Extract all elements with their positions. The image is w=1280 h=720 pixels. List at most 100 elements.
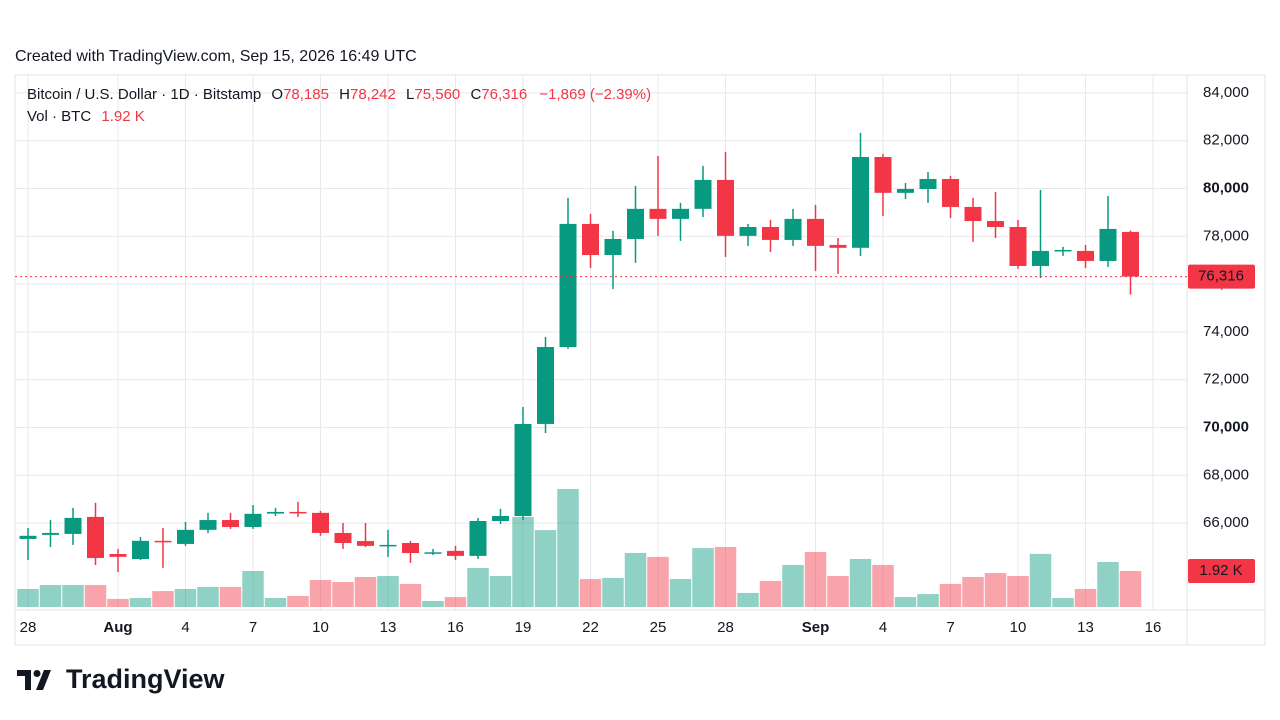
- x-tick-label: 10: [1010, 619, 1027, 636]
- volume-bar: [1052, 597, 1074, 607]
- volume-bar: [557, 488, 579, 607]
- volume-bar: [872, 564, 894, 607]
- y-tick-label: 68,000: [1203, 466, 1249, 483]
- volume-bar: [377, 576, 399, 607]
- logo-t: [17, 670, 31, 690]
- candle-body: [964, 206, 982, 222]
- volume-bar: [489, 576, 512, 607]
- volume-bar: [782, 564, 804, 607]
- volume-bar: [647, 556, 669, 607]
- h-label: H: [339, 86, 350, 103]
- x-tick-label: 19: [515, 619, 532, 636]
- volume-bar: [849, 558, 872, 607]
- y-tick-label: 72,000: [1203, 371, 1249, 388]
- volume-bar: [287, 595, 309, 607]
- volume-bar: [759, 580, 782, 607]
- volume-bar: [1097, 561, 1119, 607]
- y-tick-label: 80,000: [1203, 180, 1249, 197]
- candle-body: [1099, 228, 1117, 261]
- price-label: 76,316: [1198, 268, 1244, 285]
- brand: TradingView: [66, 664, 226, 694]
- volume-bar: [827, 576, 849, 607]
- y-tick-label: 70,000: [1203, 419, 1249, 436]
- x-tick-label: 4: [181, 619, 189, 636]
- x-tick-label: 13: [380, 619, 397, 636]
- volume-bar: [804, 552, 827, 607]
- candle-body: [919, 178, 937, 190]
- candle-body: [402, 542, 419, 554]
- volume-bar: [1007, 576, 1029, 607]
- volume-bar: [467, 567, 489, 607]
- volume-bar: [624, 552, 647, 607]
- candle-body: [199, 520, 217, 530]
- volume-bar: [129, 597, 152, 607]
- candle-body: [42, 532, 59, 535]
- candle-body: [897, 189, 914, 193]
- candle-body: [672, 208, 689, 219]
- volume-bar: [242, 570, 264, 607]
- volume-bar: [309, 579, 332, 607]
- candle-body: [582, 223, 599, 255]
- x-tick-label: Sep: [802, 619, 830, 636]
- volume-bar: [602, 577, 624, 607]
- x-tick-label: 16: [447, 619, 464, 636]
- candle-body: [829, 244, 847, 248]
- volume-bar: [939, 583, 962, 607]
- open-value: 78,185: [283, 86, 329, 103]
- volume-label-box: [1188, 558, 1255, 583]
- volume-bar: [39, 585, 62, 607]
- volume-bar: [714, 546, 737, 607]
- volume-legend: Vol · BTC 1.92 K: [27, 108, 145, 125]
- logo-slash: [36, 670, 51, 690]
- candle-body: [1009, 227, 1027, 266]
- y-tick-label: 82,000: [1203, 132, 1249, 149]
- volume-bar: [534, 530, 557, 607]
- candle-body: [762, 227, 779, 240]
- volume-bar: [152, 591, 174, 607]
- volume-bar: [107, 598, 129, 607]
- candle-body: [514, 423, 532, 516]
- volume-bar: [264, 597, 287, 607]
- change: −1,869 (−2.39%): [539, 86, 651, 103]
- candle-body: [289, 511, 307, 514]
- candle-body: [154, 540, 172, 543]
- legend: Bitcoin / U.S. Dollar · 1D · Bitstamp O7…: [27, 86, 651, 103]
- volume-bar: [174, 588, 197, 607]
- x-tick-label: 10: [312, 619, 329, 636]
- volume-bar: [422, 600, 444, 607]
- volume-bar: [669, 579, 692, 607]
- candle-body: [537, 346, 554, 424]
- candle-body: [334, 532, 352, 543]
- volume-last: 1.92 K: [101, 108, 144, 125]
- candle-body: [132, 540, 149, 560]
- price-label-box: [1188, 264, 1255, 289]
- candle-body: [807, 218, 824, 246]
- logo-dot: [33, 670, 41, 677]
- candle-body: [109, 553, 127, 557]
- candle-body: [424, 552, 442, 554]
- volume-bar: [84, 585, 107, 607]
- volume-bar: [1119, 570, 1142, 607]
- volume-bar: [917, 594, 939, 607]
- candle-body: [222, 520, 239, 527]
- y-tick-label: 78,000: [1203, 227, 1249, 244]
- volume-bar: [737, 592, 759, 607]
- x-tick-label: 4: [879, 619, 887, 636]
- volume-bar: [17, 588, 39, 607]
- volume-pane: [17, 488, 1142, 607]
- volume-bar: [399, 583, 422, 607]
- x-tick-label: 22: [582, 619, 599, 636]
- volume-bar: [692, 548, 714, 607]
- candle-body: [19, 535, 37, 539]
- candle-body: [874, 156, 892, 193]
- volume-bar: [984, 573, 1007, 607]
- volume-bar: [332, 582, 354, 607]
- low-value: 75,560: [414, 86, 460, 103]
- x-tick-label: Aug: [103, 619, 132, 636]
- volume-bar: [62, 585, 84, 607]
- candle-body: [1122, 231, 1139, 277]
- y-tick-label: 66,000: [1203, 514, 1249, 531]
- candle-body: [87, 516, 104, 559]
- candle-body: [1032, 250, 1049, 266]
